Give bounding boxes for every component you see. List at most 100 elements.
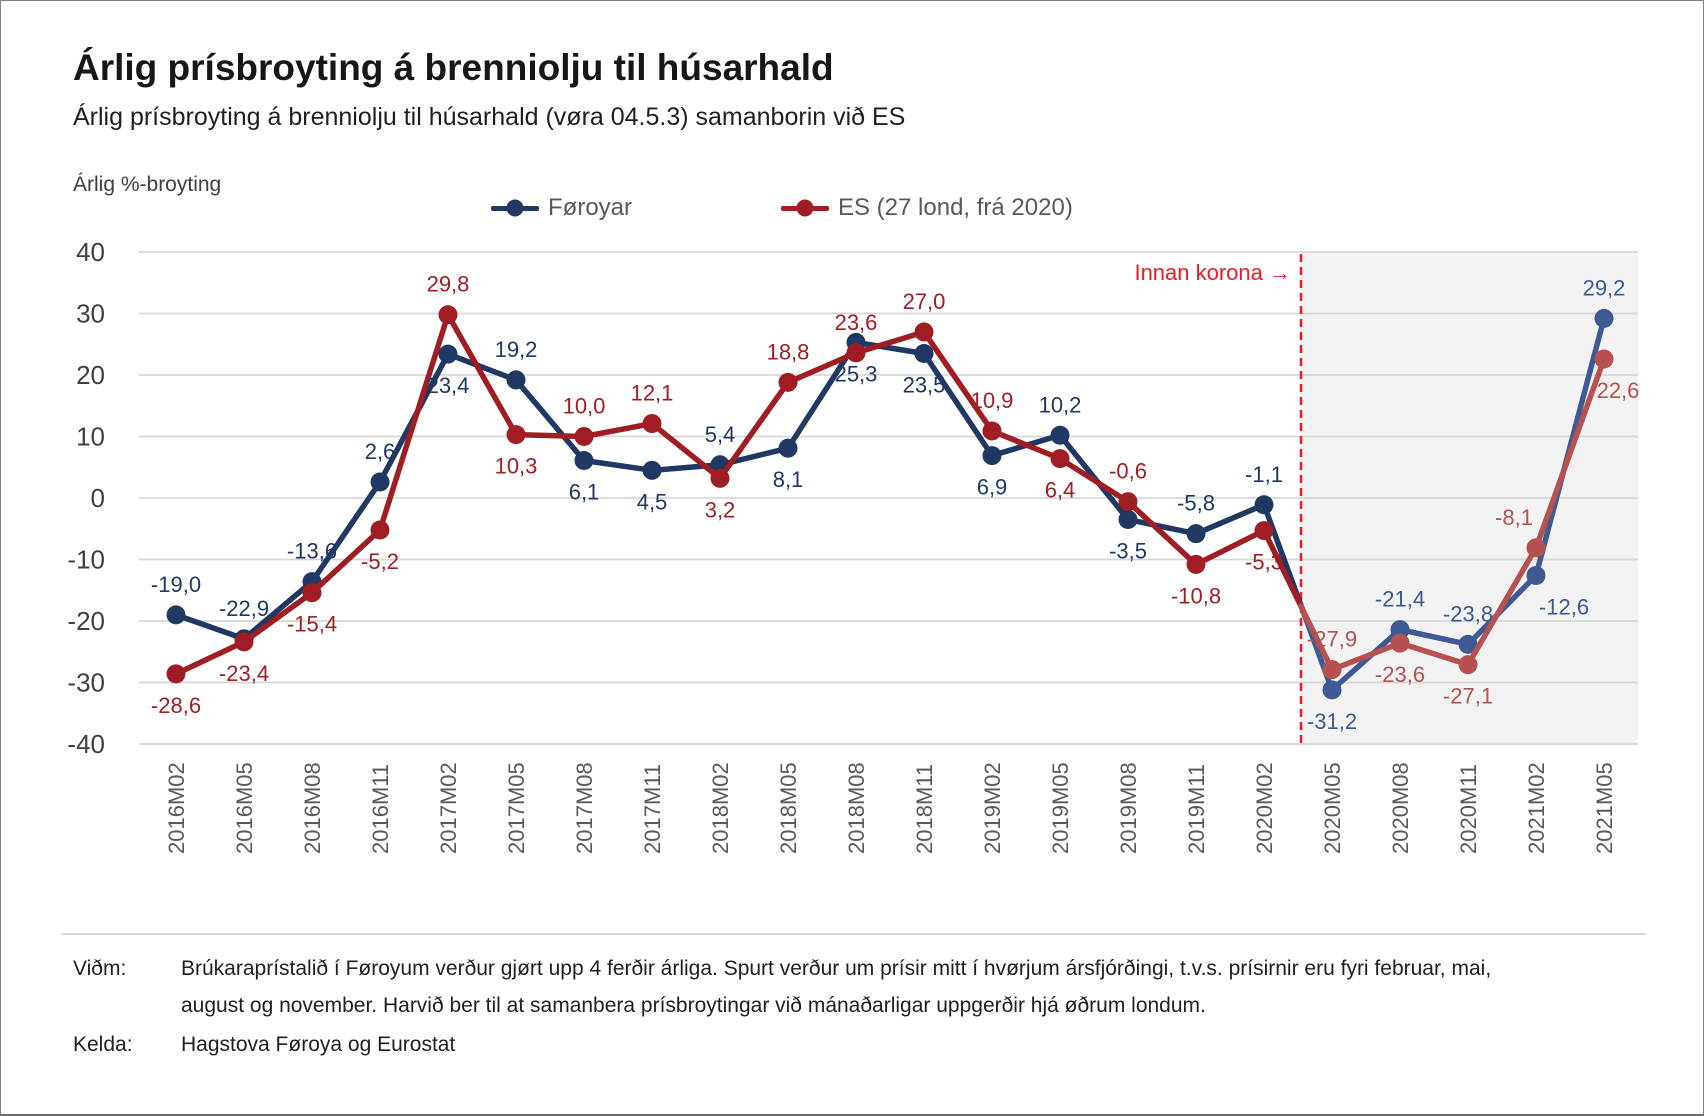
data-point-label: -5,2 (361, 549, 399, 574)
series-line-es (173, 311, 1304, 677)
x-tick-label: 2018M02 (708, 762, 733, 854)
data-point (914, 322, 934, 342)
data-point-label: 10,0 (563, 394, 606, 419)
covid-annotation-label: Innan korona → (1134, 260, 1291, 285)
data-point-label: -5,3 (1245, 550, 1283, 575)
data-point-label: 23,5 (903, 372, 946, 397)
legend-item-foroyar: Føroyar (491, 194, 632, 221)
y-tick-label: 10 (76, 422, 105, 452)
x-tick-label: 2019M05 (1048, 762, 1073, 854)
data-point (506, 370, 526, 390)
data-point-label: 3,2 (705, 497, 736, 522)
data-point-label: 29,8 (427, 272, 470, 297)
data-point-label: 19,2 (495, 337, 538, 362)
data-point-label: -27,9 (1307, 627, 1357, 652)
data-point (234, 632, 254, 652)
x-tick-label: 2018M05 (776, 762, 801, 854)
data-point-label: 2,6 (365, 439, 396, 464)
data-point-label: -23,4 (219, 661, 269, 686)
data-point (846, 343, 866, 363)
x-tick-label: 2019M08 (1116, 762, 1141, 854)
footnote-line-2: august og november. Harvið ber til at sa… (181, 994, 1206, 1017)
x-tick-label: 2016M02 (164, 762, 189, 854)
data-point-label: -23,8 (1443, 601, 1493, 626)
footnote-label: Viðm: (73, 957, 127, 980)
data-point (574, 427, 594, 446)
data-point (1458, 655, 1478, 675)
legend-label-es: ES (27 lond, frá 2020) (838, 194, 1073, 221)
x-tick-label: 2021M05 (1592, 762, 1617, 854)
data-point (914, 343, 934, 363)
data-point (1526, 538, 1546, 558)
x-tick-label: 2016M08 (300, 762, 325, 854)
data-point-label: 29,2 (1583, 275, 1626, 300)
data-point-label: 22,6 (1597, 378, 1640, 403)
legend-marker-dot-icon (796, 199, 814, 217)
legend-item-es: ES (27 lond, frá 2020) (781, 194, 1073, 221)
data-point-label: -31,2 (1307, 709, 1357, 734)
data-point (506, 425, 526, 445)
data-point-label: -22,9 (219, 596, 269, 621)
x-tick-label: 2017M11 (640, 764, 665, 854)
x-tick-label: 2019M02 (980, 762, 1005, 854)
data-point (370, 520, 390, 540)
x-tick-label: 2018M08 (844, 762, 869, 854)
page-title: Árlig prísbroyting á brenniolju til húsa… (73, 47, 834, 88)
data-point (1594, 308, 1614, 328)
data-point-label: 18,8 (767, 339, 810, 364)
y-tick-label: 20 (76, 360, 105, 390)
x-tick-label: 2020M11 (1456, 764, 1481, 854)
data-point (1322, 680, 1342, 700)
data-point-label: -19,0 (151, 572, 201, 597)
data-point (1118, 492, 1138, 512)
series-line-es-covid (1298, 356, 1607, 673)
data-point-label: 8,1 (773, 467, 804, 492)
data-point (1118, 510, 1138, 530)
legend-marker-line-icon (781, 199, 829, 217)
x-tick-label: 2016M05 (232, 762, 257, 854)
data-point-label: -1,1 (1245, 462, 1283, 487)
source-label: Kelda: (73, 1033, 133, 1056)
x-tick-label: 2020M05 (1320, 762, 1345, 854)
data-point-label: -5,8 (1177, 491, 1215, 516)
data-point-label: 6,9 (977, 475, 1008, 500)
data-point-label: -8,1 (1495, 505, 1533, 530)
y-tick-label: -40 (67, 729, 105, 759)
data-point (1254, 495, 1274, 515)
y-tick-label: -20 (67, 606, 105, 636)
data-point-label: 6,1 (569, 479, 600, 504)
data-point (1186, 554, 1206, 574)
y-axis-title: Árlig %-broyting (73, 173, 222, 196)
x-tick-label: 2021M02 (1524, 762, 1549, 854)
data-point-label: 6,4 (1045, 478, 1076, 503)
x-tick-label: 2016M11 (368, 764, 393, 854)
data-point (710, 468, 730, 488)
data-point-label: -3,5 (1109, 539, 1147, 564)
data-point-label: -13,6 (287, 539, 337, 564)
data-point-label: 23,6 (835, 310, 878, 335)
data-point (778, 372, 798, 392)
data-point-label: 12,1 (631, 381, 674, 406)
data-point (982, 446, 1002, 466)
legend-marker-line-icon (491, 199, 539, 217)
series-line-foroyar (173, 339, 1304, 642)
data-point-label: 27,0 (903, 289, 946, 314)
data-point-label: 4,5 (637, 489, 668, 514)
data-point-label: -23,6 (1375, 662, 1425, 687)
data-point-label: -28,6 (151, 693, 201, 718)
data-point (302, 583, 322, 603)
x-tick-label: 2020M02 (1252, 762, 1277, 854)
data-point (574, 450, 594, 470)
data-point (1050, 425, 1070, 445)
x-tick-label: 2019M11 (1184, 764, 1209, 854)
data-point (1526, 565, 1546, 585)
data-point-label: 10,9 (971, 388, 1014, 413)
x-tick-label: 2020M08 (1388, 762, 1413, 854)
data-point (1390, 620, 1410, 640)
data-point (166, 605, 186, 625)
data-point-label: -15,4 (287, 612, 337, 637)
data-point-label: -21,4 (1375, 587, 1425, 612)
legend-label-foroyar: Føroyar (548, 194, 632, 221)
data-point-label: -10,8 (1171, 583, 1221, 608)
x-tick-label: 2018M11 (912, 764, 937, 854)
